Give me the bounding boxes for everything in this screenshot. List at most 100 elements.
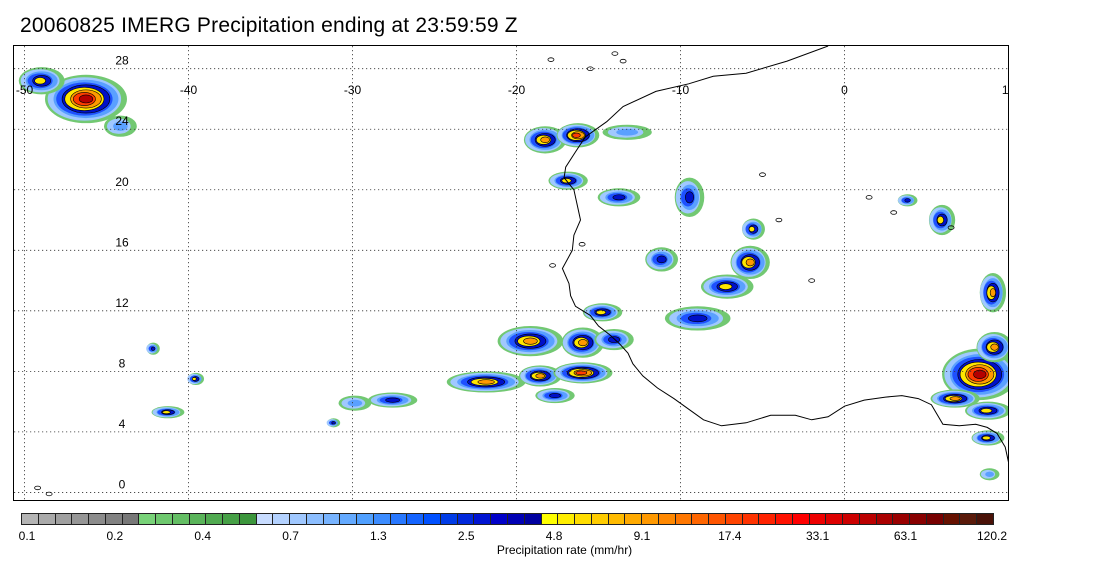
rain-cell bbox=[971, 430, 1005, 446]
rain-contour bbox=[331, 421, 336, 425]
colorbar-swatch bbox=[942, 513, 961, 525]
rain-cell bbox=[548, 171, 588, 190]
axis-labels: -50 -40 -30 -20 -10 0 10 28 24 20 16 12 8 4 0 bbox=[16, 54, 1008, 492]
island-outline bbox=[34, 485, 42, 491]
rain-contour bbox=[616, 128, 639, 136]
rain-cell bbox=[700, 274, 754, 299]
rain-contour bbox=[980, 408, 993, 414]
lat-tick-label: 4 bbox=[119, 417, 126, 431]
rain-cell bbox=[523, 126, 567, 154]
rain-contour bbox=[612, 194, 626, 201]
colorbar-swatch bbox=[322, 513, 341, 525]
island-outline bbox=[890, 210, 898, 215]
rain-contour bbox=[904, 198, 911, 203]
rain-contour bbox=[982, 435, 991, 441]
colorbar-swatch bbox=[423, 513, 441, 525]
rain-cell bbox=[928, 204, 956, 236]
colorbar-swatch bbox=[289, 513, 307, 525]
colorbar-swatch bbox=[356, 513, 374, 525]
rain-cell bbox=[446, 371, 526, 393]
island-outline bbox=[586, 66, 594, 71]
rain-cell bbox=[535, 388, 575, 404]
colorbar-swatch bbox=[825, 513, 844, 525]
colorbar-swatch bbox=[238, 513, 257, 525]
colorbar-swatch bbox=[255, 513, 274, 525]
rain-cell bbox=[942, 348, 1008, 401]
rain-contour bbox=[34, 77, 46, 85]
rain-contour bbox=[718, 283, 733, 290]
colorbar-tick-label: 0.1 bbox=[18, 529, 36, 543]
rain-contour bbox=[347, 399, 363, 407]
lat-tick-label: 20 bbox=[115, 175, 129, 189]
colorbar-swatch bbox=[155, 513, 173, 525]
island-outline bbox=[759, 172, 766, 177]
rain-cell bbox=[187, 372, 205, 385]
rain-contour bbox=[936, 216, 944, 225]
colorbar-swatch bbox=[708, 513, 726, 525]
rain-cell bbox=[730, 245, 770, 280]
colorbar-swatch bbox=[222, 513, 240, 525]
colorbar-swatch bbox=[138, 513, 157, 525]
rain-contour bbox=[477, 379, 495, 385]
rain-cell bbox=[553, 362, 613, 384]
colorbar-swatch bbox=[875, 513, 894, 525]
colorbar-swatch bbox=[389, 513, 408, 525]
colorbar-swatch bbox=[523, 513, 542, 525]
colorbar-swatch bbox=[842, 513, 860, 525]
colorbar-swatch bbox=[791, 513, 810, 525]
colorbar-swatch bbox=[305, 513, 324, 525]
rain-contour bbox=[113, 121, 128, 131]
colorbar-tick-label: 4.8 bbox=[545, 529, 563, 543]
colorbar-tick-label: 33.1 bbox=[805, 529, 830, 543]
colorbar-swatch bbox=[121, 513, 140, 525]
lon-tick-label: -10 bbox=[672, 83, 690, 97]
colorbar-swatch bbox=[205, 513, 224, 525]
rain-contour bbox=[191, 377, 197, 381]
rain-cell bbox=[597, 188, 641, 207]
lon-tick-label: 0 bbox=[841, 83, 848, 97]
rain-cell bbox=[674, 177, 705, 218]
lon-tick-label: -50 bbox=[16, 83, 34, 97]
rain-cell bbox=[582, 303, 623, 322]
rain-cell bbox=[976, 332, 1008, 363]
rain-cell bbox=[930, 389, 980, 408]
rain-contour bbox=[595, 309, 607, 315]
colorbar-swatch bbox=[758, 513, 777, 525]
rain-cell bbox=[151, 406, 185, 419]
colorbar-swatch bbox=[71, 513, 90, 525]
island-outline bbox=[611, 51, 619, 56]
colorbar-swatch bbox=[272, 513, 291, 525]
colorbar-swatch bbox=[37, 513, 56, 525]
colorbar-swatch bbox=[490, 513, 508, 525]
colorbar-swatch bbox=[188, 513, 207, 525]
rain-contour bbox=[540, 136, 550, 143]
rain-contour bbox=[748, 226, 755, 232]
rain-contour bbox=[949, 396, 961, 401]
rain-cell bbox=[965, 401, 1008, 420]
rain-cell bbox=[518, 365, 562, 387]
precipitation-map: -50 -40 -30 -20 -10 0 10 28 24 20 16 12 8 4 0 bbox=[13, 45, 1009, 501]
colorbar-swatch bbox=[624, 513, 643, 525]
colorbar-swatch bbox=[456, 513, 475, 525]
rain-contour bbox=[990, 343, 999, 351]
rain-contour bbox=[535, 373, 546, 379]
rain-cell bbox=[326, 418, 341, 428]
lon-tick-label: -40 bbox=[180, 83, 198, 97]
rain-contour bbox=[385, 397, 400, 403]
colorbar-swatch bbox=[976, 513, 994, 525]
rain-contour bbox=[162, 410, 171, 414]
lat-tick-label: 0 bbox=[119, 477, 126, 491]
rain-contour bbox=[578, 339, 588, 347]
lat-tick-label: 24 bbox=[115, 114, 129, 128]
lon-tick-label: -30 bbox=[344, 83, 362, 97]
rain-contour bbox=[656, 255, 667, 264]
colorbar-tick-label: 0.7 bbox=[282, 529, 299, 543]
colorbar-swatch bbox=[171, 513, 190, 525]
rain-contour bbox=[151, 346, 156, 351]
colorbar-tick-label: 63.1 bbox=[893, 529, 918, 543]
colorbar-swatch bbox=[925, 513, 944, 525]
lat-tick-label: 8 bbox=[119, 356, 126, 370]
island-outline bbox=[947, 225, 955, 230]
rain-cell bbox=[979, 468, 1000, 481]
rain-cell bbox=[497, 325, 564, 357]
